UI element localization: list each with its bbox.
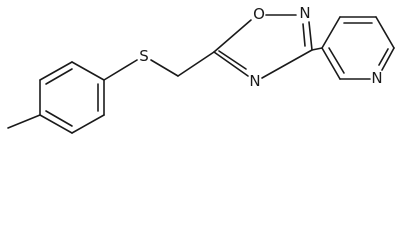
atom-labels: S O N N N	[139, 4, 382, 90]
atom-label: N	[249, 72, 260, 90]
bonds	[7, 14, 395, 134]
atom-label: N	[371, 69, 382, 87]
page: S O N N N (() => { const data = JSON.par…	[7, 4, 395, 134]
atom-label: O	[253, 5, 265, 23]
atom-label: S	[139, 47, 149, 65]
atom-label: N	[299, 4, 310, 22]
structure: S O N N N	[7, 4, 395, 134]
